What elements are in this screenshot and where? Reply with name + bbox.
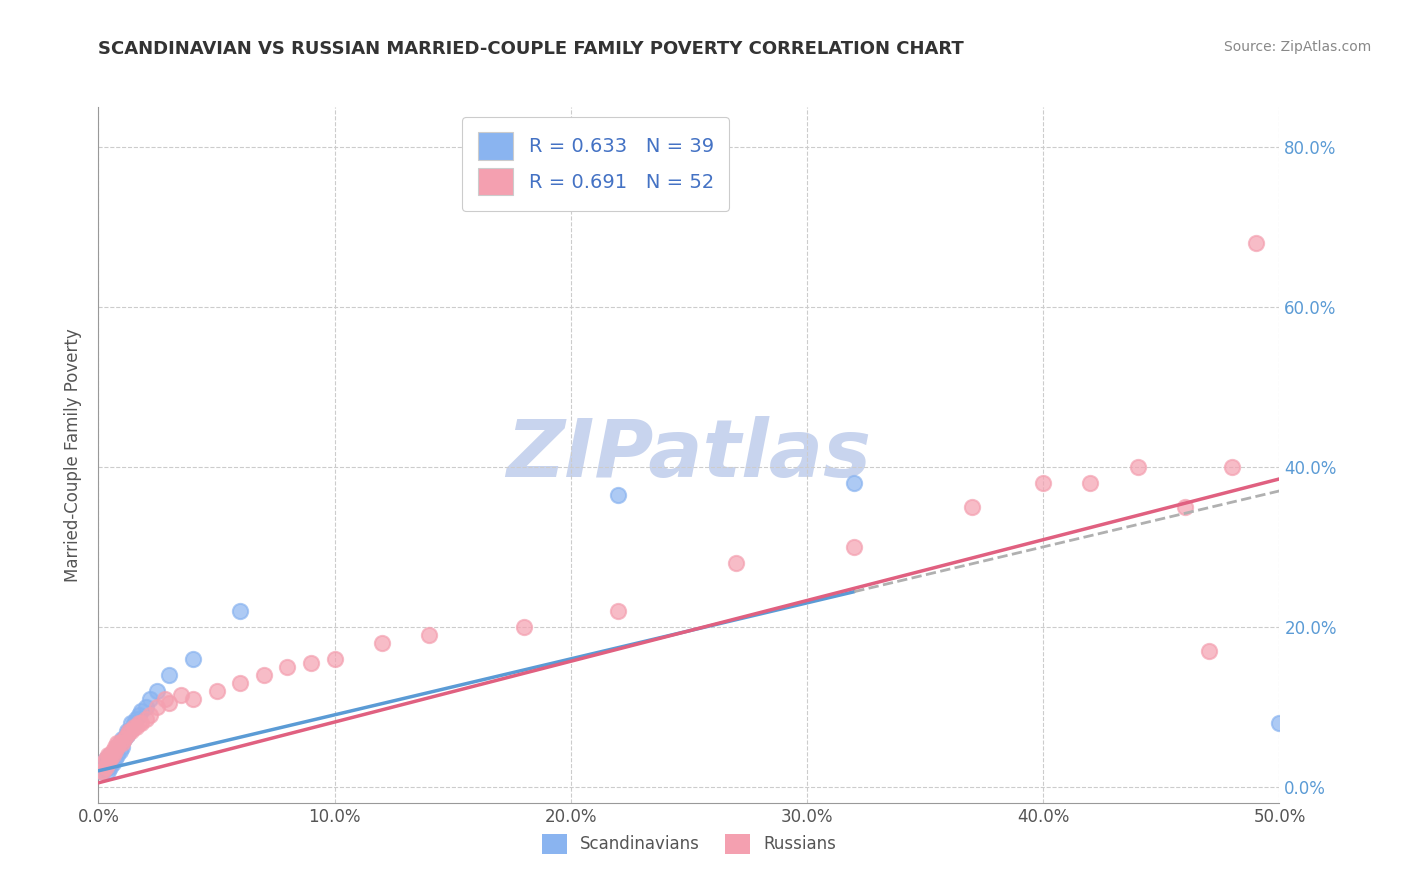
Point: [121, 715, 143, 730]
Point: [122, 720, 145, 734]
Point: [129, 715, 152, 730]
Point: [108, 736, 131, 750]
Point: [128, 707, 150, 722]
Point: [157, 668, 180, 682]
Point: [139, 707, 162, 722]
Point: [418, 628, 440, 642]
Point: [1032, 475, 1054, 490]
Point: [94, 752, 117, 766]
Point: [371, 636, 394, 650]
Point: [323, 652, 346, 666]
Point: [98, 752, 121, 766]
Point: [146, 683, 169, 698]
Point: [153, 691, 176, 706]
Point: [844, 540, 866, 554]
Point: [101, 747, 124, 762]
Point: [1174, 500, 1197, 514]
Point: [170, 688, 193, 702]
Point: [98, 747, 121, 762]
Point: [108, 744, 131, 758]
Point: [91, 756, 114, 770]
Point: [101, 756, 124, 770]
Point: [962, 500, 984, 514]
Point: [115, 723, 138, 738]
Point: [1268, 715, 1291, 730]
Point: [844, 475, 866, 490]
Point: [205, 683, 228, 698]
Point: [105, 739, 128, 754]
Point: [1244, 235, 1267, 250]
Point: [105, 739, 128, 754]
Point: [111, 739, 134, 754]
Text: ZIPatlas: ZIPatlas: [506, 416, 872, 494]
Point: [104, 744, 127, 758]
Point: [91, 756, 114, 770]
Point: [91, 764, 114, 778]
Point: [1198, 644, 1220, 658]
Point: [512, 620, 534, 634]
Point: [125, 712, 148, 726]
Point: [101, 747, 124, 762]
Point: [94, 752, 117, 766]
Point: [90, 764, 112, 778]
Point: [135, 699, 157, 714]
Point: [115, 728, 138, 742]
Point: [105, 736, 128, 750]
Y-axis label: Married-Couple Family Poverty: Married-Couple Family Poverty: [65, 328, 83, 582]
Point: [135, 712, 157, 726]
Point: [118, 723, 141, 738]
Text: Source: ZipAtlas.com: Source: ZipAtlas.com: [1223, 40, 1371, 54]
Point: [104, 744, 127, 758]
Point: [181, 652, 204, 666]
Point: [118, 723, 141, 738]
Point: [105, 747, 128, 762]
Point: [90, 764, 112, 778]
Point: [725, 556, 748, 570]
Point: [98, 760, 121, 774]
Point: [157, 696, 180, 710]
Point: [104, 752, 127, 766]
Point: [181, 691, 204, 706]
Point: [98, 756, 121, 770]
Point: [253, 668, 276, 682]
Point: [139, 691, 162, 706]
Point: [121, 723, 143, 738]
Point: [97, 760, 120, 774]
Point: [128, 715, 150, 730]
Point: [101, 744, 124, 758]
Point: [229, 676, 252, 690]
Point: [1126, 459, 1149, 474]
Point: [607, 604, 630, 618]
Point: [1080, 475, 1102, 490]
Point: [94, 760, 117, 774]
Point: [108, 736, 131, 750]
Point: [122, 715, 145, 730]
Text: SCANDINAVIAN VS RUSSIAN MARRIED-COUPLE FAMILY POVERTY CORRELATION CHART: SCANDINAVIAN VS RUSSIAN MARRIED-COUPLE F…: [98, 40, 965, 58]
Point: [97, 756, 120, 770]
Point: [125, 720, 148, 734]
Point: [115, 728, 138, 742]
Point: [94, 760, 117, 774]
Point: [97, 764, 120, 778]
Point: [112, 731, 135, 746]
Point: [129, 704, 152, 718]
Point: [111, 731, 134, 746]
Point: [97, 747, 120, 762]
Point: [111, 736, 134, 750]
Point: [112, 731, 135, 746]
Point: [1220, 459, 1243, 474]
Point: [91, 764, 114, 778]
Point: [104, 739, 127, 754]
Point: [607, 488, 630, 502]
Point: [97, 756, 120, 770]
Point: [146, 699, 169, 714]
Point: [98, 747, 121, 762]
Point: [299, 656, 322, 670]
Point: [229, 604, 252, 618]
Legend: Scandinavians, Russians: Scandinavians, Russians: [536, 827, 842, 861]
Point: [276, 660, 298, 674]
